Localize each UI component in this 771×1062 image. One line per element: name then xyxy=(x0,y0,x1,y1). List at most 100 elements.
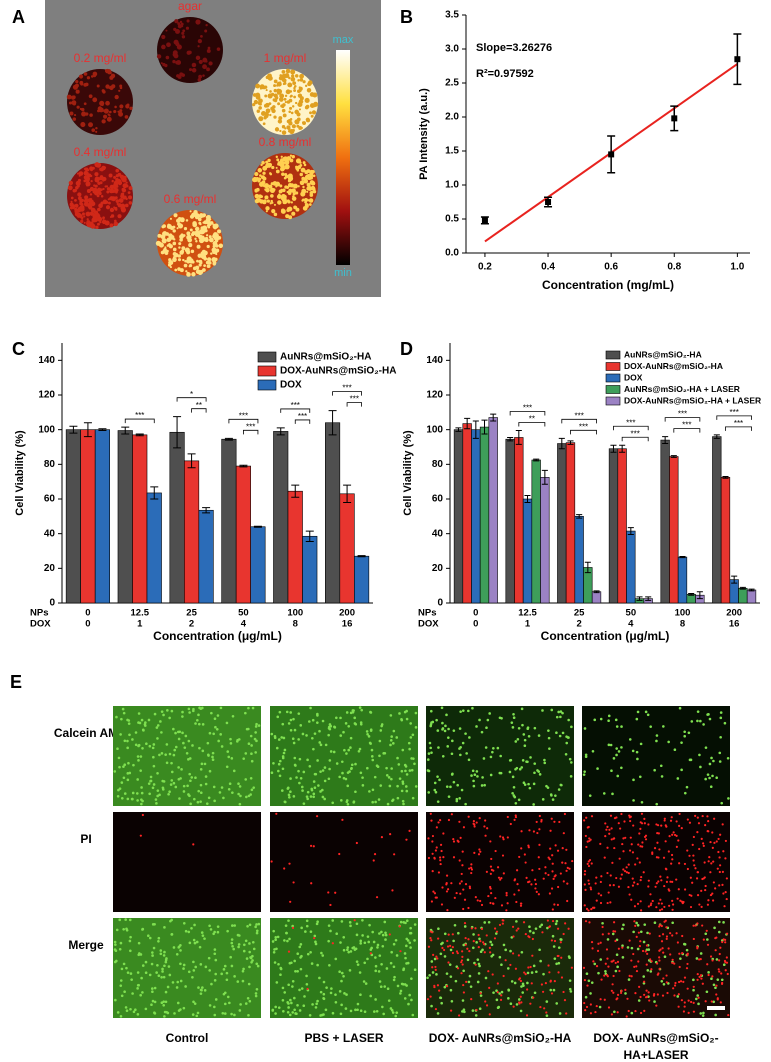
cell-red xyxy=(551,818,553,820)
cell-green xyxy=(228,1002,231,1005)
cell-green xyxy=(397,797,400,800)
cell-green xyxy=(168,965,171,968)
cell-green xyxy=(539,960,542,963)
cell-green xyxy=(706,938,709,941)
cell-red xyxy=(626,866,628,868)
cell-red xyxy=(701,924,703,926)
significance-label: ** xyxy=(529,415,535,424)
cell-red xyxy=(639,845,641,847)
cell-green xyxy=(213,1014,216,1017)
cell-green xyxy=(631,1012,634,1015)
cell-red xyxy=(532,997,534,999)
cell-red xyxy=(442,832,444,834)
legend-swatch xyxy=(258,380,276,390)
cell-green xyxy=(698,754,701,757)
cell-red xyxy=(588,921,590,923)
cell-green xyxy=(172,981,175,984)
cell-green xyxy=(359,748,362,751)
cell-green xyxy=(570,775,573,778)
cell-red xyxy=(509,964,511,966)
cell-red xyxy=(490,873,492,875)
cell-green xyxy=(121,781,124,784)
cell-red xyxy=(647,885,649,887)
cell-green xyxy=(298,946,301,949)
cell-green xyxy=(127,762,130,765)
cell-green xyxy=(206,802,209,805)
cell-red xyxy=(606,974,608,976)
cell-red xyxy=(506,892,508,894)
pa-speckle xyxy=(264,95,267,98)
row-label: PI xyxy=(80,832,91,846)
cell-red xyxy=(306,988,308,990)
y-tick-label: 40 xyxy=(432,528,444,539)
pa-speckle xyxy=(95,226,98,229)
cell-green xyxy=(274,961,277,964)
pa-speckle xyxy=(253,93,257,97)
cell-green xyxy=(191,976,194,979)
x-tick-label: 12.5 xyxy=(131,608,150,619)
cell-green xyxy=(547,729,550,732)
cell-green xyxy=(232,715,235,718)
cell-green xyxy=(183,922,186,925)
colorbar-max: max xyxy=(333,34,354,46)
cell-red xyxy=(608,829,610,831)
cell-red xyxy=(530,883,532,885)
cell-green xyxy=(155,798,158,801)
cell-green xyxy=(468,736,471,739)
cell-red xyxy=(608,891,610,893)
cell-green xyxy=(462,709,465,712)
cell-green xyxy=(124,792,127,795)
micrograph xyxy=(426,918,574,1018)
cell-green xyxy=(148,782,151,785)
cell-red xyxy=(637,883,639,885)
cell-green xyxy=(136,987,139,990)
pa-speckle xyxy=(97,208,101,212)
pa-speckle xyxy=(83,179,86,182)
cell-green xyxy=(627,946,630,949)
cell-red xyxy=(676,932,678,934)
pa-speckle xyxy=(281,172,284,175)
cell-red xyxy=(682,981,684,983)
cell-red xyxy=(702,842,704,844)
cell-green xyxy=(437,1012,440,1015)
cell-green xyxy=(315,1002,318,1005)
micrograph xyxy=(582,918,730,1018)
cell-green xyxy=(288,794,291,797)
cell-green xyxy=(491,943,494,946)
cell-green xyxy=(213,786,216,789)
cell-green xyxy=(147,934,150,937)
cell-green xyxy=(282,755,285,758)
cell-red xyxy=(687,868,689,870)
cell-red xyxy=(628,864,630,866)
y-tick-label: 0.0 xyxy=(445,248,459,259)
cell-red xyxy=(664,818,666,820)
cell-green xyxy=(156,964,159,967)
pa-speckle xyxy=(285,175,288,178)
cell-green xyxy=(185,735,188,738)
cell-green xyxy=(345,722,348,725)
cell-green xyxy=(515,802,518,805)
cell-red xyxy=(486,934,488,936)
cell-red xyxy=(435,969,437,971)
cell-red xyxy=(516,883,518,885)
cell-green xyxy=(117,789,120,792)
cell-red xyxy=(373,859,375,861)
cell-red xyxy=(672,987,674,989)
cell-green xyxy=(251,760,254,763)
cell-green xyxy=(404,957,407,960)
cell-green xyxy=(212,758,215,761)
cell-green xyxy=(335,1001,338,1004)
cell-green xyxy=(451,752,454,755)
pa-sample-label: 0.8 mg/ml xyxy=(259,135,312,149)
cell-red xyxy=(461,864,463,866)
pa-speckle xyxy=(195,266,199,270)
cell-red xyxy=(726,956,728,958)
pa-speckle xyxy=(270,200,272,202)
pa-speckle xyxy=(254,100,258,104)
cell-green xyxy=(533,762,536,765)
cell-red xyxy=(620,992,622,994)
bar xyxy=(557,444,566,603)
cell-green xyxy=(245,796,248,799)
cell-red xyxy=(481,904,483,906)
cell-green xyxy=(141,792,144,795)
